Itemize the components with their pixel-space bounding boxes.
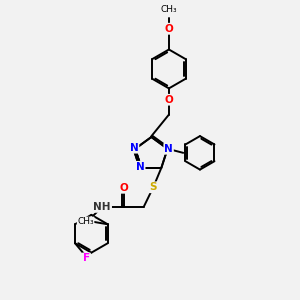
Text: N: N [164,144,173,154]
Text: O: O [164,95,173,105]
Text: N: N [136,162,145,172]
Text: O: O [120,183,129,193]
Text: CH₃: CH₃ [77,217,94,226]
Text: CH₃: CH₃ [160,5,177,14]
Text: F: F [83,253,90,263]
Text: N: N [130,143,139,153]
Text: H: H [96,201,104,211]
Text: N: N [100,201,109,211]
Text: O: O [164,24,173,34]
Text: NH: NH [93,202,111,212]
Text: S: S [149,182,157,192]
